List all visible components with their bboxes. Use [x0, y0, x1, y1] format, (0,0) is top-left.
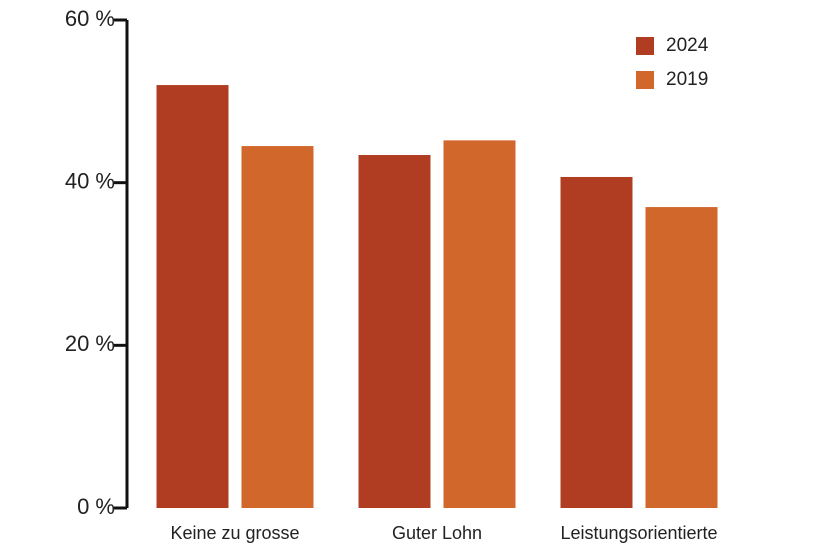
- bar: [156, 85, 229, 509]
- bar: [241, 146, 314, 509]
- x-tick-label: Keine zu grosse: [170, 523, 299, 543]
- y-tick-label: 20 %: [65, 331, 115, 356]
- bar: [358, 155, 431, 508]
- x-tick-label: Guter Lohn: [392, 523, 482, 543]
- y-tick-label: 40 %: [65, 168, 115, 193]
- y-tick-label: 60 %: [65, 6, 115, 31]
- y-tick-label: 0 %: [77, 494, 115, 519]
- legend-swatch: [636, 71, 654, 89]
- legend-swatch: [636, 37, 654, 55]
- legend-label: 2024: [666, 35, 709, 56]
- bar: [443, 140, 516, 508]
- legend-label: 2019: [666, 69, 708, 90]
- x-tick-label: Leistungsorientierte: [560, 523, 717, 543]
- bar: [645, 207, 718, 509]
- bar: [560, 176, 633, 508]
